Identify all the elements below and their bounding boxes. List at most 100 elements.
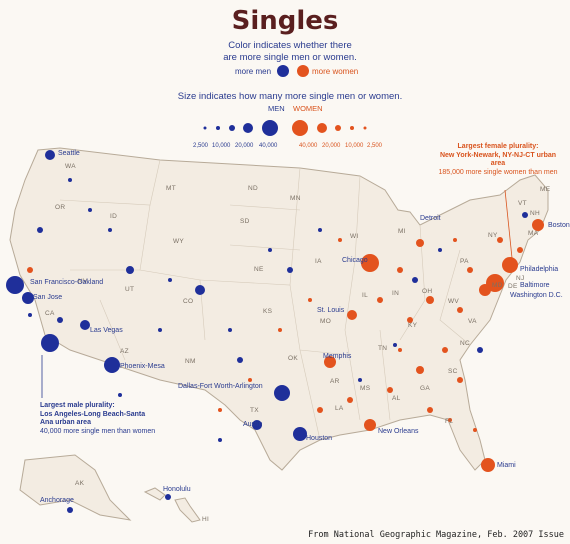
subtitle: Color indicates whether there are more s… (170, 40, 410, 64)
subtitle-line-2: are more single men or women. (223, 52, 357, 63)
state-label-ar: AR (330, 378, 340, 385)
state-label-id: ID (110, 213, 118, 220)
city-label-dallas: Dallas-Fort Worth-Arlington (178, 383, 263, 390)
state-label-il: IL (362, 292, 369, 299)
state-label-nd: ND (248, 185, 258, 192)
female-callout-leader (504, 189, 513, 259)
state-label-vt: VT (518, 200, 527, 207)
city-label-san-jose: San Jose (33, 294, 63, 301)
male-callout-count: 40,000 more single men than women (40, 427, 156, 435)
us-outline (9, 147, 549, 471)
source-caption: From National Geographic Magazine, Feb. … (308, 530, 564, 540)
female-callout-place: New York-Newark, NY-NJ-CT urban area (439, 151, 557, 168)
state-label-ut: UT (125, 286, 135, 293)
subtitle-line-1: Color indicates whether there (228, 40, 352, 51)
men-tick-4: 40,000 (259, 143, 278, 149)
state-label-la: LA (335, 405, 344, 412)
hawaii-outline (143, 487, 201, 523)
female-plurality-callout: Largest female plurality: New York-Newar… (438, 143, 558, 177)
state-label-wa: WA (65, 163, 76, 170)
male-callout-place: Los Angeles-Long Beach-Santa Ana urban a… (40, 410, 146, 427)
state-label-me: ME (540, 186, 551, 193)
state-label-nh: NH (530, 210, 540, 217)
state-label-wy: WY (173, 238, 185, 245)
women-tick-2: 20,000 (322, 143, 341, 149)
state-label-nj: NJ (516, 275, 525, 282)
state-label-sc: SC (448, 368, 458, 375)
state-label-va: VA (468, 318, 477, 325)
state-label-de: DE (508, 283, 518, 290)
legend-men-dot (277, 65, 289, 77)
state-label-pa: PA (460, 258, 469, 265)
city-label-baltimore: Baltimore (520, 282, 550, 289)
city-label-austin: Austin (243, 421, 263, 428)
city-label-las-vegas: Las Vegas (90, 327, 123, 334)
state-label-nv: NV (78, 278, 88, 285)
women-tick-3: 10,000 (345, 143, 364, 149)
state-label-mo: MO (320, 318, 332, 325)
size-key-men (203, 120, 278, 136)
men-tick-1: 2,500 (193, 143, 209, 149)
state-label-ks: KS (263, 308, 273, 315)
state-label-mn: MN (290, 195, 301, 202)
state-label-sd: SD (240, 218, 250, 225)
men-tick-2: 10,000 (212, 143, 231, 149)
state-label-az: AZ (120, 348, 129, 355)
city-label-san-francisco: San Francisco-Oakland (30, 279, 104, 286)
women-tick-4: 2,500 (367, 143, 383, 149)
size-legend-title: Size indicates how many more single men … (177, 91, 403, 102)
state-label-nc: NC (460, 340, 470, 347)
state-label-oh: OH (422, 288, 433, 295)
state-label-ak: AK (75, 480, 85, 487)
city-label-miami: Miami (497, 462, 516, 469)
state-label-md: MD (492, 282, 503, 289)
size-legend-men-head: MEN (268, 104, 285, 113)
city-label-anchorage: Anchorage (40, 497, 74, 504)
city-label-houston: Houston (306, 435, 333, 442)
city-label-philadelphia: Philadelphia (520, 266, 559, 273)
state-label-or: OR (55, 204, 66, 211)
legend-women-dot (297, 65, 309, 77)
state-label-ga: GA (420, 385, 430, 392)
size-key-women (292, 120, 367, 136)
state-label-ca: CA (45, 310, 55, 317)
state-label-fl: FL (445, 418, 454, 425)
city-label-phoenix: Phoenix-Mesa (120, 363, 165, 370)
alaska-outline (19, 454, 132, 521)
legend-more-women: more women (312, 67, 359, 76)
city-label-detroit: Detroit (420, 215, 441, 222)
state-label-ny: NY (488, 232, 498, 239)
state-label-wv: WV (448, 298, 460, 305)
city-label-memphis: Memphis (323, 353, 352, 360)
male-plurality-callout: Largest male plurality: Los Angeles-Long… (40, 402, 160, 436)
state-label-ne: NE (254, 266, 264, 273)
city-label-honolulu: Honolulu (163, 486, 191, 493)
city-label-washington: Washington D.C. (510, 292, 563, 299)
size-legend-women-head: WOMEN (293, 104, 323, 113)
state-label-ma: MA (528, 230, 539, 237)
women-tick-1: 40,000 (299, 143, 318, 149)
legend-more-men: more men (235, 67, 272, 76)
state-label-al: AL (392, 395, 401, 402)
men-cities (6, 150, 307, 513)
men-tick-3: 20,000 (235, 143, 254, 149)
women-cities (27, 219, 544, 472)
female-callout-count: 185,000 more single women than men (438, 168, 558, 176)
city-label-new-orleans: New Orleans (378, 428, 419, 435)
state-label-in: IN (392, 290, 400, 297)
state-label-mi: MI (398, 228, 406, 235)
state-label-tn: TN (378, 345, 388, 352)
city-label-chicago: Chicago (342, 257, 368, 264)
state-label-nm: NM (185, 358, 196, 365)
state-label-tx: TX (250, 407, 259, 414)
male-callout-head: Largest male plurality: (40, 402, 115, 409)
state-label-ky: KY (408, 322, 418, 329)
state-label-ia: IA (315, 258, 322, 265)
state-label-wi: WI (350, 233, 359, 240)
city-label-boston: Boston (548, 222, 570, 229)
small-women-dots (218, 237, 523, 432)
page-title: Singles (231, 6, 339, 36)
state-label-ok: OK (288, 355, 298, 362)
